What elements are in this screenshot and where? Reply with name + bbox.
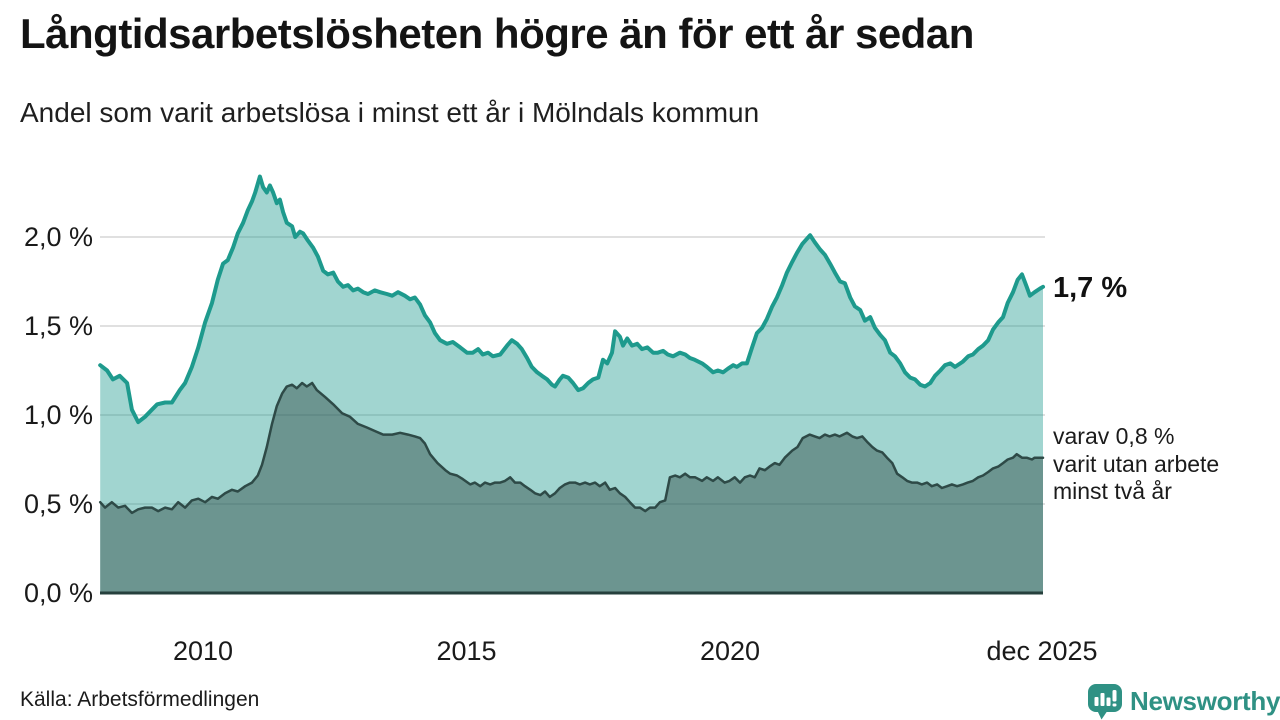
x-tick-2020: 2020: [700, 636, 760, 666]
two-year-annotation-line2: varit utan arbete: [1053, 450, 1220, 477]
line-series-1: [98, 174, 1045, 425]
two-year-annotation-line3: minst två år: [1053, 478, 1172, 504]
area-chart: 0,0 % 0,5 % 1,0 % 1,5 % 2,0 % 2010 2015 2020 dec…: [0, 150, 1280, 670]
two-year-annotation-line1: varav 0,8 %: [1053, 423, 1175, 449]
latest-value-label: 1,7 %: [1053, 272, 1128, 304]
y-tick-0,0 %: 0,0 %: [24, 578, 93, 608]
y-tick-1,5 %: 1,5 %: [24, 311, 93, 341]
newsworthy-brand: Newsworthy: [1086, 682, 1280, 720]
y-tick-2,0 %: 2,0 %: [24, 222, 93, 252]
x-tick-dec 2025: dec 2025: [986, 636, 1097, 666]
newsworthy-wordmark: Newsworthy: [1130, 685, 1280, 716]
area-series-2: [100, 383, 1043, 593]
source-caption: Källa: Arbetsförmedlingen: [20, 688, 260, 711]
x-tick-2010: 2010: [173, 636, 233, 666]
unemployment-area-chart-svg: 0,0 % 0,5 % 1,0 % 1,5 % 2,0 % 2010 2015 2020 dec…: [24, 174, 1098, 666]
newsworthy-logo-icon: [1088, 684, 1122, 720]
line-series-2: [98, 381, 1045, 515]
page-subtitle: Andel som varit arbetslösa i minst ett å…: [20, 97, 760, 128]
y-tick-1,0 %: 1,0 %: [24, 400, 93, 430]
two-year-annotation: varav 0,8 % varit utan arbete minst två …: [1053, 423, 1219, 506]
x-tick-2015: 2015: [436, 636, 496, 666]
y-tick-0,5 %: 0,5 %: [24, 489, 93, 519]
page-title: Långtidsarbetslösheten högre än för ett …: [20, 10, 974, 57]
